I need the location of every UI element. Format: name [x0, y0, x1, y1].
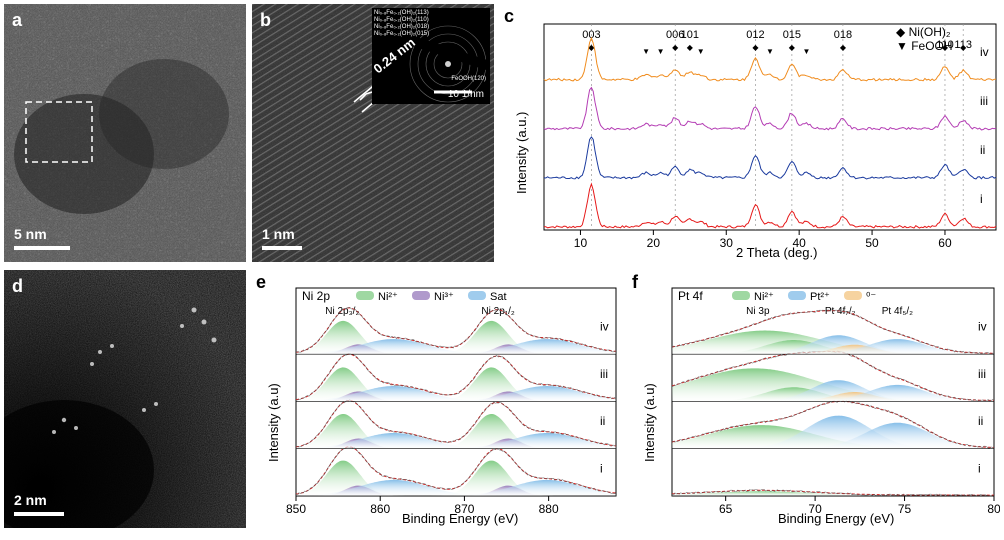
panel-e-label: e — [256, 272, 266, 293]
svg-text:◆ Ni(OH)₂: ◆ Ni(OH)₂ — [896, 25, 951, 39]
panel-d: d 2 nm — [4, 270, 246, 528]
saed-feooh: FeOOH(120) — [451, 76, 486, 82]
svg-text:101: 101 — [681, 29, 699, 41]
svg-text:Ni 3p: Ni 3p — [746, 306, 770, 317]
saed-lines: Ni₀.₈Fe₀.₂(OH)₂(113) Ni₀.₈Fe₀.₂(OH)₂(110… — [374, 10, 429, 38]
svg-text:ii: ii — [980, 143, 985, 157]
svg-text:60: 60 — [938, 236, 952, 250]
panel-b: Ni₀.₈Fe₀.₂(OH)₂(113) Ni₀.₈Fe₀.₂(OH)₂(110… — [252, 4, 494, 262]
panel-f-label: f — [632, 272, 638, 293]
svg-text:Ni 2p₃/₂: Ni 2p₃/₂ — [325, 306, 359, 317]
panel-e: e 850860870880Ni 2pNi²⁺Ni³⁺SatNi 2p₃/₂Ni… — [252, 270, 622, 528]
svg-text:015: 015 — [783, 29, 801, 41]
svg-text:Ni³⁺: Ni³⁺ — [434, 291, 454, 303]
svg-text:80: 80 — [987, 502, 1000, 516]
svg-text:i: i — [600, 461, 603, 475]
scale-bar-d — [14, 512, 64, 516]
svg-text:Ni 2p: Ni 2p — [302, 289, 330, 303]
svg-text:⁰⁻: ⁰⁻ — [866, 291, 876, 303]
svg-text:▼: ▼ — [802, 47, 810, 56]
svg-text:ii: ii — [978, 414, 983, 428]
svg-text:Pt²⁺: Pt²⁺ — [810, 291, 830, 303]
svg-text:10: 10 — [574, 236, 588, 250]
xps-ni2p-chart: 850860870880Ni 2pNi²⁺Ni³⁺SatNi 2p₃/₂Ni 2… — [252, 270, 622, 528]
svg-text:65: 65 — [719, 502, 733, 516]
svg-text:012: 012 — [746, 29, 764, 41]
panel-c-label: c — [504, 6, 514, 27]
svg-text:Ni²⁺: Ni²⁺ — [378, 291, 398, 303]
panel-a: a 5 nm — [4, 4, 246, 262]
svg-text:▼: ▼ — [766, 47, 774, 56]
svg-text:Ni²⁺: Ni²⁺ — [754, 291, 774, 303]
ylabel-e: Intensity (a.u) — [266, 383, 281, 462]
ylabel-c: Intensity (a.u.) — [514, 112, 529, 194]
panel-b-label: b — [260, 10, 271, 31]
tem-image-a — [4, 4, 246, 262]
scale-text-a: 5 nm — [14, 226, 47, 242]
panel-f: f 65707580Pt 4fNi²⁺Pt²⁺⁰⁻Ni 3pPt 4f₇/₂Pt… — [628, 270, 1000, 528]
svg-text:◆: ◆ — [789, 43, 796, 52]
svg-text:i: i — [980, 192, 983, 206]
svg-text:880: 880 — [539, 502, 559, 516]
svg-text:◆: ◆ — [840, 43, 847, 52]
svg-text:i: i — [978, 461, 981, 475]
xlabel-f: Binding Energy (eV) — [778, 511, 894, 526]
panel-d-label: d — [12, 276, 23, 297]
svg-text:◆: ◆ — [687, 43, 694, 52]
scale-text-d: 2 nm — [14, 492, 47, 508]
panel-c: c 102030405060◆ Ni(OH)₂▼ FeOOH003◆006◆10… — [500, 4, 1000, 262]
panel-a-label: a — [12, 10, 22, 31]
xlabel-c: 2 Theta (deg.) — [736, 245, 817, 260]
svg-text:◆: ◆ — [960, 43, 967, 52]
xrd-chart: 102030405060◆ Ni(OH)₂▼ FeOOH003◆006◆101◆… — [500, 4, 1000, 262]
svg-text:iv: iv — [980, 45, 989, 59]
svg-text:Pt 4f₅/₂: Pt 4f₅/₂ — [882, 306, 913, 317]
svg-text:▼: ▼ — [642, 47, 650, 56]
scale-text-b: 1 nm — [262, 226, 295, 242]
svg-text:850: 850 — [286, 502, 306, 516]
svg-text:◆: ◆ — [752, 43, 759, 52]
scale-bar-b — [262, 246, 302, 250]
svg-text:◆: ◆ — [672, 43, 679, 52]
svg-text:iii: iii — [600, 367, 608, 381]
svg-text:Sat: Sat — [490, 291, 507, 303]
svg-text:Pt 4f: Pt 4f — [678, 289, 703, 303]
svg-text:018: 018 — [834, 29, 852, 41]
svg-text:20: 20 — [647, 236, 661, 250]
svg-text:30: 30 — [720, 236, 734, 250]
saed-scale: 10 1/nm — [448, 89, 484, 100]
svg-text:▼: ▼ — [697, 47, 705, 56]
xps-pt4f-chart: 65707580Pt 4fNi²⁺Pt²⁺⁰⁻Ni 3pPt 4f₇/₂Pt 4… — [628, 270, 1000, 528]
svg-text:75: 75 — [898, 502, 912, 516]
svg-text:◆: ◆ — [942, 43, 949, 52]
svg-text:iv: iv — [600, 320, 609, 334]
haadf-image-d — [4, 270, 246, 528]
svg-text:860: 860 — [370, 502, 390, 516]
svg-text:iii: iii — [978, 367, 986, 381]
svg-text:iii: iii — [980, 94, 988, 108]
svg-text:▼: ▼ — [657, 47, 665, 56]
svg-text:Pt 4f₇/₂: Pt 4f₇/₂ — [825, 306, 856, 317]
svg-text:50: 50 — [865, 236, 879, 250]
svg-text:iv: iv — [978, 320, 987, 334]
scale-bar-a — [14, 246, 70, 250]
ylabel-f: Intensity (a.u) — [642, 383, 657, 462]
svg-text:ii: ii — [600, 414, 605, 428]
xlabel-e: Binding Energy (eV) — [402, 511, 518, 526]
